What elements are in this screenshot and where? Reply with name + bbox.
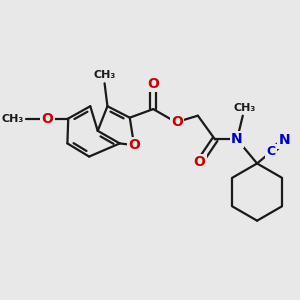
Text: O: O — [41, 112, 53, 125]
Text: CH₃: CH₃ — [233, 103, 255, 113]
Text: CH₃: CH₃ — [1, 113, 23, 124]
Text: N: N — [231, 132, 243, 146]
Text: O: O — [147, 76, 159, 91]
Text: O: O — [193, 155, 205, 169]
Text: O: O — [128, 138, 140, 152]
Text: N: N — [279, 134, 290, 148]
Text: O: O — [171, 115, 183, 129]
Text: CH₃: CH₃ — [94, 70, 116, 80]
Text: C: C — [267, 145, 276, 158]
